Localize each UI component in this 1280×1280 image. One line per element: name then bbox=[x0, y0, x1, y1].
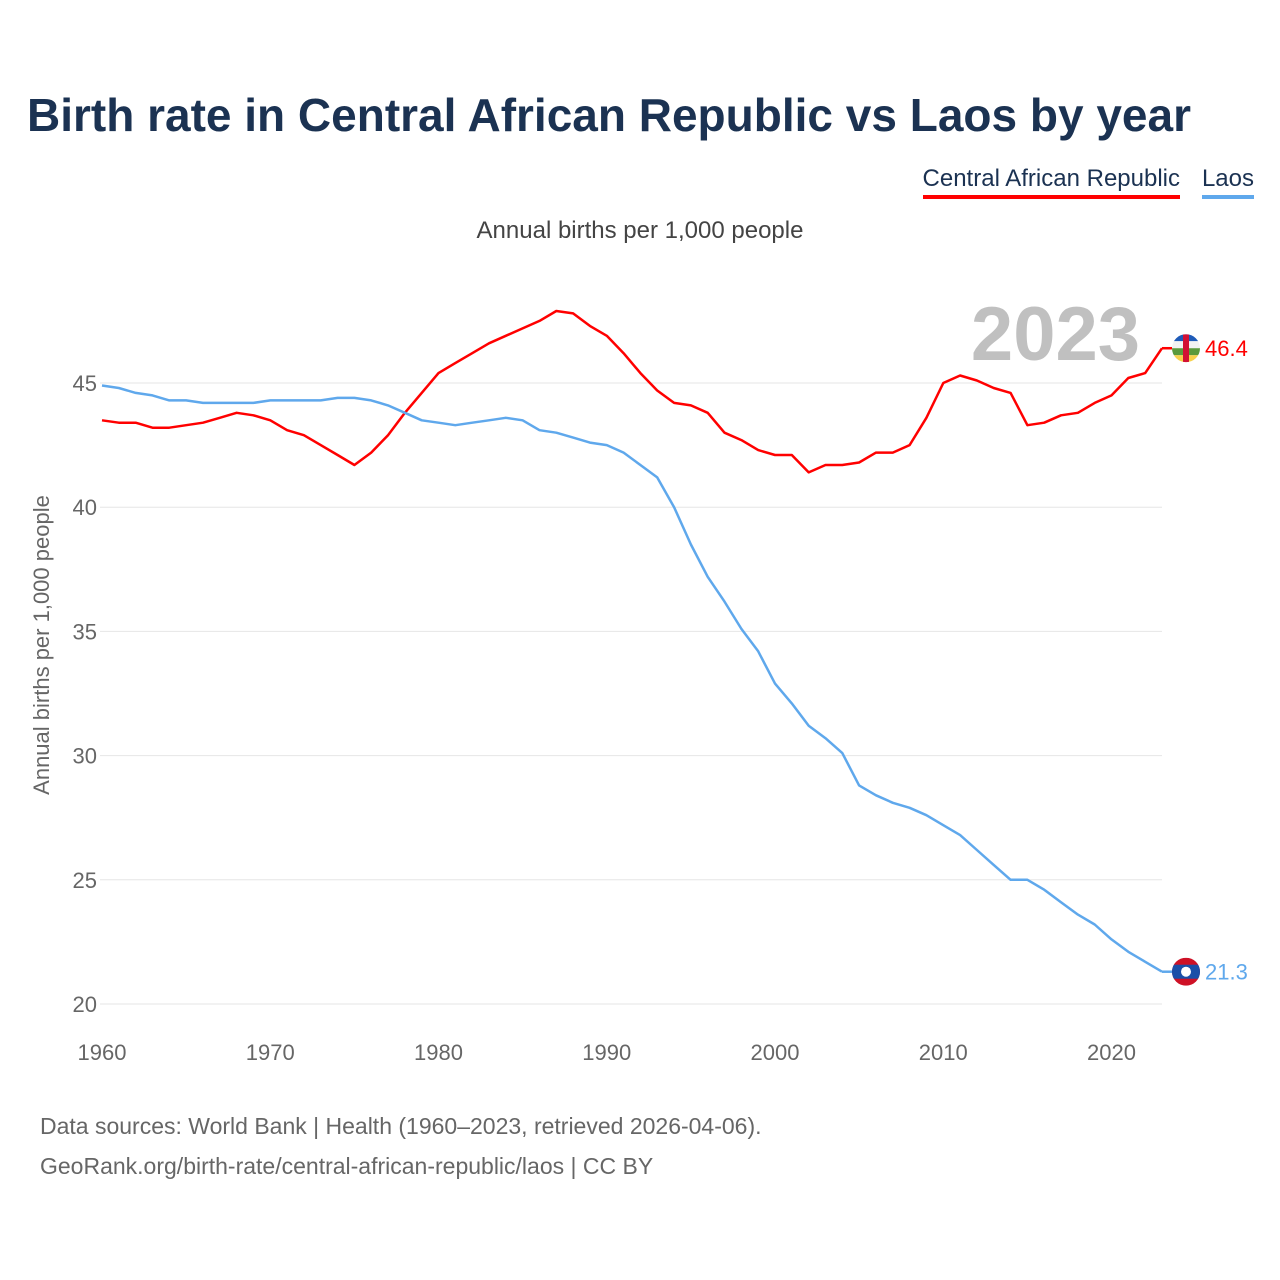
y-tick-label: 25 bbox=[73, 868, 97, 893]
x-tick-label: 2000 bbox=[751, 1040, 800, 1065]
x-tick-label: 1980 bbox=[414, 1040, 463, 1065]
series-line-laos bbox=[101, 384, 1163, 973]
source-line-1: Data sources: World Bank | Health (1960–… bbox=[40, 1113, 762, 1139]
x-tick-label: 2010 bbox=[919, 1040, 968, 1065]
source-line-2[interactable]: GeoRank.org/birth-rate/central-african-r… bbox=[40, 1153, 654, 1179]
flag-body bbox=[1172, 334, 1200, 363]
central-african-republic-flag-icon bbox=[1172, 334, 1200, 363]
x-tick-label: 1970 bbox=[246, 1040, 295, 1065]
year-watermark: 2023 bbox=[971, 292, 1140, 377]
legend-item-laos[interactable]: Laos bbox=[1201, 165, 1254, 199]
x-tick-label: 1990 bbox=[582, 1040, 631, 1065]
flag-stripe bbox=[1183, 334, 1189, 363]
y-tick-label: 45 bbox=[73, 371, 97, 396]
series-line-central-african-republic bbox=[101, 309, 1164, 474]
x-tick-label: 1960 bbox=[78, 1040, 127, 1065]
y-tick-label: 30 bbox=[73, 744, 97, 769]
legend-item-central-african-republic[interactable]: Central African Republic bbox=[922, 165, 1180, 199]
y-tick-label: 40 bbox=[73, 495, 97, 520]
y-tick-label: 35 bbox=[73, 619, 97, 644]
laos-flag-icon bbox=[1172, 957, 1200, 986]
chart-subtitle: Annual births per 1,000 people bbox=[476, 217, 804, 244]
source-note: Data sources: World Bank | Health (1960–… bbox=[40, 1106, 762, 1186]
flag-disc bbox=[1181, 966, 1191, 977]
y-tick-label: 20 bbox=[73, 992, 97, 1017]
x-tick-label: 2020 bbox=[1087, 1040, 1136, 1065]
end-value-label: 46.4 bbox=[1205, 336, 1248, 361]
flag-body bbox=[1172, 957, 1200, 986]
end-value-label: 21.3 bbox=[1205, 960, 1248, 985]
chart-title: Birth rate in Central African Republic v… bbox=[27, 89, 1191, 141]
